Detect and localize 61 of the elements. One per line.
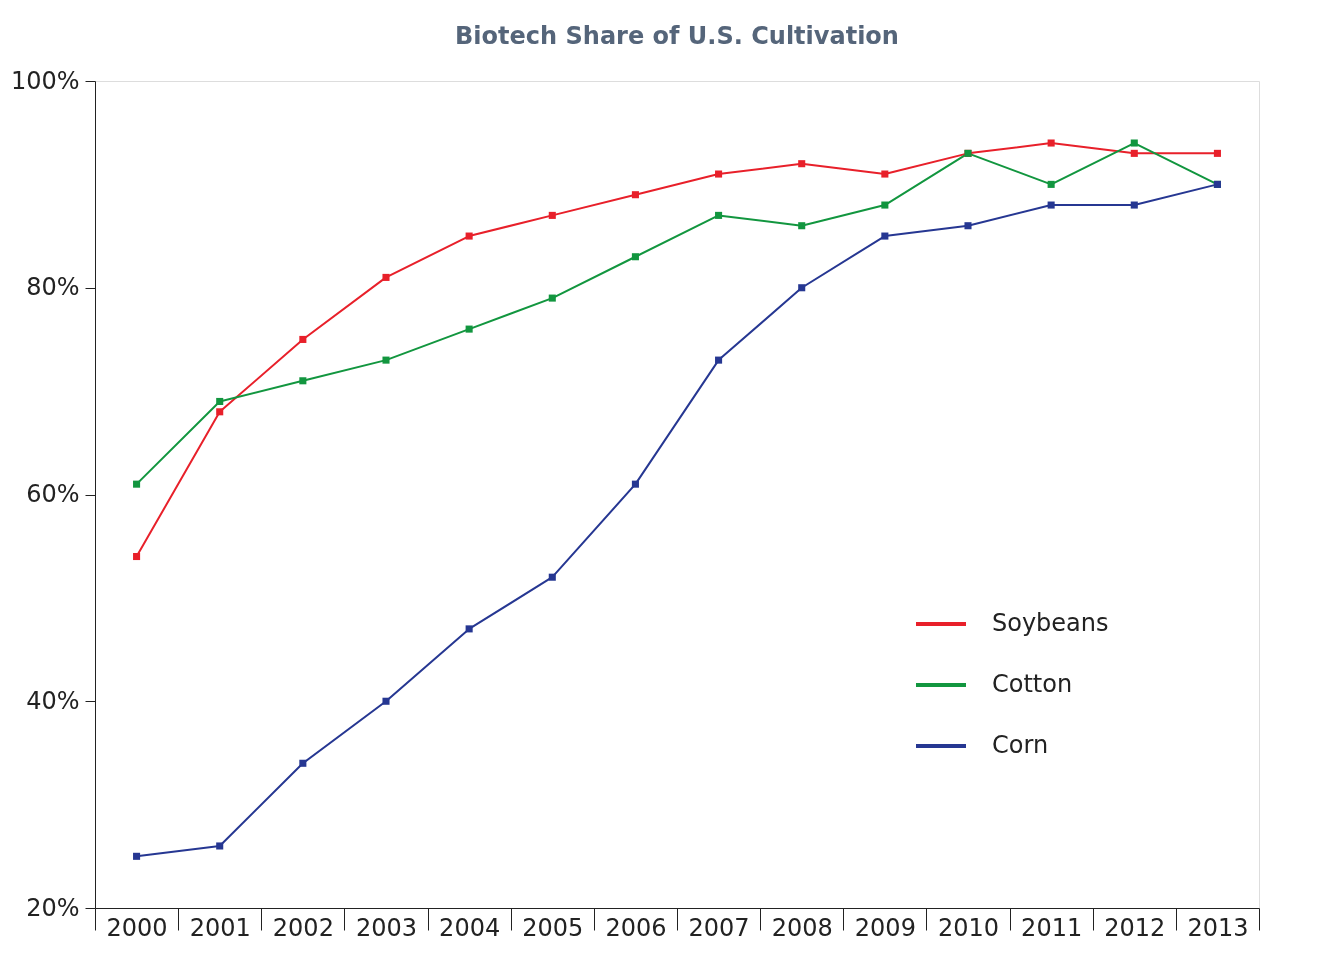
x-tick-label: 2011	[1021, 913, 1083, 942]
point	[382, 273, 390, 281]
x-tick-label: 2013	[1187, 913, 1249, 942]
y-tick-label: 40%	[26, 686, 80, 715]
point	[465, 325, 473, 333]
point	[216, 408, 224, 416]
point	[133, 552, 141, 561]
point	[964, 222, 972, 230]
point	[798, 284, 806, 292]
x-tick-label: 2002	[272, 913, 334, 942]
point	[715, 211, 723, 219]
point	[548, 573, 556, 581]
x-tick-label: 2007	[688, 913, 750, 942]
x-tick-label: 2004	[439, 913, 501, 942]
point	[1047, 180, 1055, 188]
x-tick-label: 2009	[854, 913, 916, 942]
x-tick-label: 2005	[522, 913, 584, 942]
point	[1130, 139, 1138, 147]
legend-label: Corn	[992, 731, 1049, 759]
point	[631, 191, 639, 199]
x-tick-label: 2001	[189, 913, 251, 942]
y-tick-label: 60%	[26, 480, 80, 508]
point	[881, 170, 889, 178]
point	[465, 625, 473, 633]
point	[798, 160, 806, 168]
point	[715, 356, 723, 364]
point	[1130, 149, 1138, 157]
y-tick-label: 20%	[26, 893, 80, 922]
point	[465, 232, 473, 240]
point	[548, 211, 556, 219]
point	[299, 377, 307, 385]
point	[1213, 149, 1221, 157]
point	[631, 480, 639, 488]
point	[216, 397, 224, 405]
point	[382, 697, 390, 705]
x-tick-label: 2008	[771, 913, 833, 942]
x-tick-label: 2010	[937, 913, 1000, 942]
point	[1047, 139, 1055, 147]
point	[798, 222, 806, 230]
chart-title: Biotech Share of U.S. Cultivation	[455, 22, 899, 50]
point	[133, 852, 141, 860]
x-tick-label: 2000	[106, 913, 168, 942]
point	[1047, 201, 1055, 209]
point	[216, 842, 224, 850]
point	[715, 170, 723, 178]
point	[1130, 201, 1138, 209]
y-tick-label: 100%	[10, 66, 80, 95]
x-tick-label: 2012	[1104, 913, 1166, 942]
point	[382, 356, 390, 364]
point	[299, 335, 307, 343]
x-tick-label: 2003	[355, 913, 418, 942]
point	[881, 232, 889, 240]
point	[631, 253, 639, 261]
point	[133, 480, 141, 488]
point	[548, 294, 556, 302]
point	[881, 201, 889, 209]
x-tick-label: 2006	[605, 913, 667, 942]
legend-label: Cotton	[992, 670, 1073, 698]
legend-label: Soybeans	[992, 609, 1109, 637]
point	[299, 759, 307, 767]
y-tick-label: 80%	[26, 273, 80, 302]
